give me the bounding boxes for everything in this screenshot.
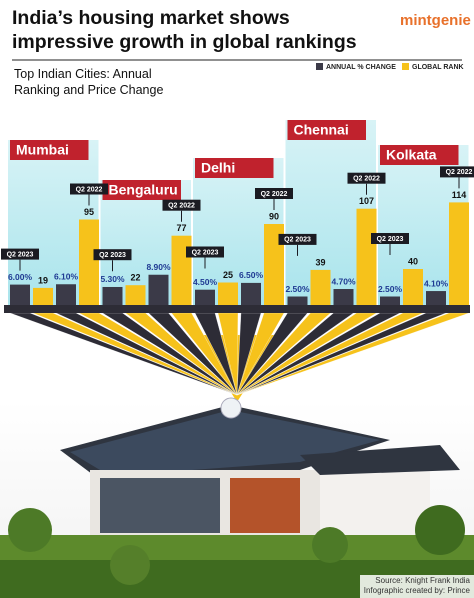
period-label: Q2 2023	[377, 236, 404, 243]
change-label: 4.50%	[193, 277, 218, 287]
bar	[125, 285, 146, 305]
rank-label: 40	[408, 256, 418, 266]
change-label: 6.10%	[54, 272, 79, 282]
rank-label: 107	[359, 196, 374, 206]
period-box	[162, 199, 201, 211]
chart-subtitle: Top Indian Cities: Annual Ranking and Pr…	[14, 67, 164, 97]
change-label: 4.70%	[331, 276, 356, 286]
bulb	[220, 397, 242, 419]
period-label: Q2 2022	[76, 186, 103, 193]
period-label: Q2 2022	[353, 176, 380, 183]
period-box	[347, 172, 386, 184]
period-box	[440, 166, 474, 178]
period-box	[70, 183, 108, 195]
bar	[403, 269, 423, 305]
rank-label: 77	[176, 223, 186, 233]
change-label: 4.10%	[424, 278, 449, 288]
bar	[171, 235, 192, 305]
period-label: Q2 2022	[446, 169, 473, 176]
legend-label: GLOBAL RANK	[412, 64, 464, 71]
change-label: 5.30%	[100, 274, 125, 284]
credit: Infographic created by: Prince	[364, 586, 471, 595]
bar	[241, 282, 261, 305]
source: Source: Knight Frank India	[375, 576, 470, 585]
bar	[287, 296, 308, 305]
bar	[356, 208, 377, 305]
legend-swatch	[402, 63, 409, 70]
city-label: Bengaluru	[109, 182, 178, 198]
period-box	[1, 248, 39, 260]
rank-label: 114	[452, 190, 467, 200]
legend-label: ANNUAL % CHANGE	[326, 64, 396, 71]
change-label: 6.50%	[239, 270, 264, 280]
rank-label: 95	[84, 207, 94, 217]
rank-label: 25	[223, 270, 233, 280]
city-label: Chennai	[294, 122, 349, 138]
bar	[218, 282, 238, 305]
period-label: Q2 2022	[261, 191, 288, 198]
bar	[449, 202, 469, 305]
bar	[333, 289, 354, 305]
baseline	[4, 305, 470, 313]
bar	[195, 289, 215, 305]
bar	[148, 274, 169, 305]
city-label: Mumbai	[16, 142, 69, 158]
bar	[426, 291, 446, 305]
city-label-box	[287, 120, 366, 140]
rank-label: 90	[269, 211, 279, 221]
change-label: 6.00%	[8, 272, 33, 282]
bar	[33, 287, 53, 305]
rank-label: 22	[130, 273, 140, 283]
period-box	[278, 233, 317, 245]
period-box	[93, 249, 132, 261]
period-label: Q2 2022	[168, 203, 195, 210]
period-box	[186, 246, 224, 258]
period-box	[371, 233, 409, 244]
bar	[79, 219, 99, 305]
change-label: 2.50%	[285, 284, 310, 294]
city-label: Delhi	[201, 160, 235, 176]
period-label: Q2 2023	[7, 251, 34, 258]
rank-label: 19	[38, 275, 48, 285]
city-label: Kolkata	[386, 147, 437, 163]
bar	[56, 284, 76, 305]
city-label-box	[10, 140, 89, 160]
change-label: 8.90%	[146, 262, 171, 272]
legend-swatch	[316, 63, 323, 70]
period-label: Q2 2023	[284, 237, 311, 244]
bar	[380, 296, 400, 305]
period-label: Q2 2023	[192, 249, 219, 256]
bar	[310, 269, 331, 305]
change-label: 2.50%	[378, 284, 403, 294]
period-box	[255, 188, 293, 199]
city-label-box	[380, 145, 459, 165]
bar	[102, 286, 123, 305]
period-label: Q2 2023	[99, 252, 126, 259]
rank-label: 39	[315, 257, 325, 267]
brand-logo: mintgenie	[400, 12, 471, 29]
city-label-box	[102, 180, 181, 200]
house-illustration	[0, 400, 474, 598]
city-label-box	[195, 158, 274, 178]
chart-title: India’s housing market shows impressive …	[12, 7, 357, 53]
bar	[10, 284, 30, 305]
